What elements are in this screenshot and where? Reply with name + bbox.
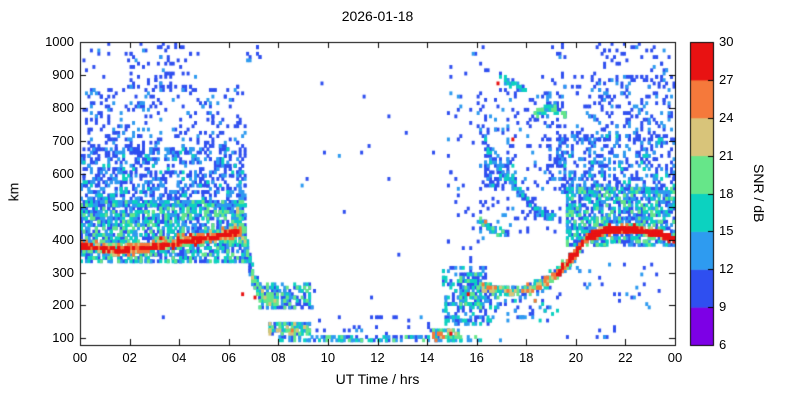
y-tick-label: 900	[52, 66, 74, 82]
x-tick-label: 14	[419, 350, 435, 365]
x-axis-label: UT Time / hrs	[335, 371, 420, 387]
x-tick-label: 18	[519, 350, 534, 365]
colorbar-tick-label: 27	[719, 71, 734, 87]
colorbar-label: SNR / dB	[751, 164, 767, 223]
x-tick-label: 04	[171, 350, 187, 365]
x-tick-label: 22	[618, 350, 633, 365]
colorbar-tick-label: 30	[719, 34, 734, 49]
colorbar-tick-label: 24	[719, 109, 734, 125]
x-tick-label: 16	[469, 350, 484, 365]
x-tick-label: 20	[568, 350, 584, 365]
y-tick-label: 500	[52, 198, 74, 214]
x-tick-label: 00	[72, 350, 88, 365]
colorbar-tick-label: 12	[719, 261, 734, 277]
chart-title: 2026-01-18	[341, 8, 414, 24]
x-tick-label: 10	[320, 350, 336, 365]
x-tick-label: 02	[122, 350, 137, 365]
y-tick-label: 700	[52, 132, 74, 148]
y-tick-label: 1000	[45, 34, 74, 49]
colorbar-tick-label: 18	[719, 185, 734, 201]
colorbar-tick-label: 6	[719, 337, 727, 352]
x-tick-label: 08	[271, 350, 286, 365]
y-tick-label: 400	[52, 231, 74, 247]
y-tick-label: 200	[52, 297, 74, 313]
y-tick-label: 300	[52, 264, 74, 280]
colorbar-tick-label: 9	[719, 299, 727, 315]
y-tick-label: 800	[52, 99, 74, 115]
colorbar-tick-label: 15	[719, 223, 734, 239]
y-axis-label: km	[5, 182, 22, 202]
x-tick-label: 00	[667, 350, 683, 365]
x-tick-label: 12	[370, 350, 385, 365]
colorbar-tick-label: 21	[719, 147, 734, 163]
y-tick-label: 600	[52, 165, 74, 181]
y-tick-label: 100	[52, 330, 74, 346]
x-tick-label: 06	[221, 350, 236, 365]
